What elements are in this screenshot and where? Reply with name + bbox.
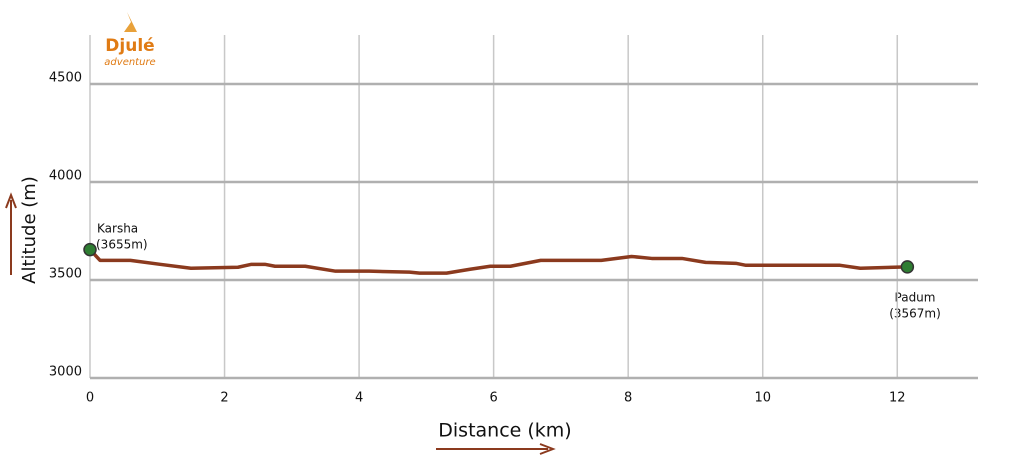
y-tick-label: 3500	[49, 267, 82, 282]
logo: Djulé adventure	[104, 12, 156, 68]
y-tick-label: 4000	[49, 169, 82, 184]
endpoint	[900, 260, 915, 274]
endpoint	[83, 242, 97, 257]
x-axis-arrow	[436, 443, 556, 455]
y-tick-label: 4500	[49, 71, 82, 86]
x-tick-label: 10	[754, 391, 771, 406]
end-label: Padum	[895, 291, 936, 305]
y-axis-label: Altitude (m)	[19, 176, 40, 284]
x-tick-label: 8	[624, 391, 632, 406]
logo-name: Djulé	[105, 36, 154, 56]
start-label: Karsha	[97, 222, 138, 236]
end-elevation: (3567m)	[889, 307, 941, 321]
x-axis-label: Distance (km)	[438, 420, 571, 442]
x-tick-label: 6	[489, 391, 497, 406]
x-tick-label: 0	[86, 391, 94, 406]
x-tick-label: 12	[889, 391, 906, 406]
x-tick-label: 2	[220, 391, 228, 406]
elevation-line	[88, 248, 908, 275]
x-tick-label: 4	[355, 391, 363, 406]
logo-icon	[124, 12, 137, 32]
y-axis-arrow	[5, 192, 17, 275]
y-tick-label: 3000	[49, 365, 82, 380]
logo-tagline: adventure	[104, 57, 155, 68]
start-elevation: (3655m)	[96, 238, 148, 252]
